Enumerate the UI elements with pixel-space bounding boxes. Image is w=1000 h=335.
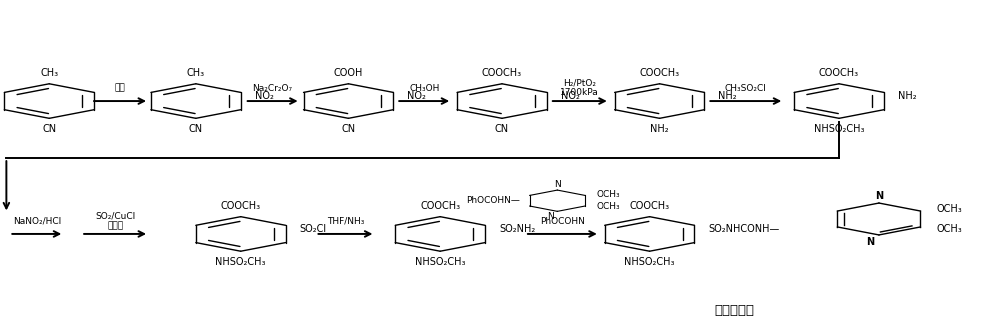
Text: Na₂Cr₂O₇: Na₂Cr₂O₇ [253,84,293,93]
Text: NHSO₂CH₃: NHSO₂CH₃ [814,124,864,134]
Text: NHSO₂CH₃: NHSO₂CH₃ [624,257,675,267]
Text: COOCH₃: COOCH₃ [630,201,670,211]
Text: COOCH₃: COOCH₃ [221,201,261,211]
Text: NHSO₂CH₃: NHSO₂CH₃ [215,257,266,267]
Text: OCH₃: OCH₃ [596,202,620,211]
Text: THF/NH₃: THF/NH₃ [327,217,364,226]
Text: SO₂NHCONH—: SO₂NHCONH— [708,224,780,234]
Text: N: N [548,212,554,221]
Text: PhOCOHN: PhOCOHN [540,217,585,226]
Text: CH₃OH: CH₃OH [409,84,439,93]
Text: CH₃: CH₃ [40,68,58,78]
Text: PhOCOHN—: PhOCOHN— [467,196,520,205]
Text: NO₂: NO₂ [255,91,274,101]
Text: COOCH₃: COOCH₃ [420,201,460,211]
Text: 1700kPa: 1700kPa [560,88,599,97]
Text: OCH₃: OCH₃ [596,190,620,199]
Text: 甲基二磺隆: 甲基二磺隆 [714,304,754,317]
Text: 混酸: 混酸 [115,84,125,93]
Text: 冰醒酸: 冰醒酸 [107,221,123,230]
Text: N: N [554,180,561,189]
Text: SO₂/CuCl: SO₂/CuCl [95,212,135,221]
Text: H₂/PtO₂: H₂/PtO₂ [563,79,596,88]
Text: NO₂: NO₂ [407,91,426,101]
Text: COOCH₃: COOCH₃ [639,68,680,78]
Text: NH₂: NH₂ [898,91,917,101]
Text: NO₂: NO₂ [561,91,580,101]
Text: CN: CN [42,124,56,134]
Text: CN: CN [495,124,509,134]
Text: N: N [866,237,874,247]
Text: NH₂: NH₂ [650,124,669,134]
Text: NaNO₂/HCl: NaNO₂/HCl [13,217,61,226]
Text: N: N [875,191,883,201]
Text: CN: CN [189,124,203,134]
Text: CH₃SO₂Cl: CH₃SO₂Cl [725,84,767,93]
Text: COOCH₃: COOCH₃ [482,68,522,78]
Text: CH₃: CH₃ [187,68,205,78]
Text: NHSO₂CH₃: NHSO₂CH₃ [415,257,465,267]
Text: CN: CN [341,124,355,134]
Text: COOCH₃: COOCH₃ [819,68,859,78]
Text: SO₂Cl: SO₂Cl [300,224,327,234]
Text: SO₂NH₂: SO₂NH₂ [499,224,535,234]
Text: NH₂: NH₂ [718,91,737,101]
Text: COOH: COOH [334,68,363,78]
Text: OCH₃: OCH₃ [937,223,963,233]
Text: OCH₃: OCH₃ [937,204,963,214]
